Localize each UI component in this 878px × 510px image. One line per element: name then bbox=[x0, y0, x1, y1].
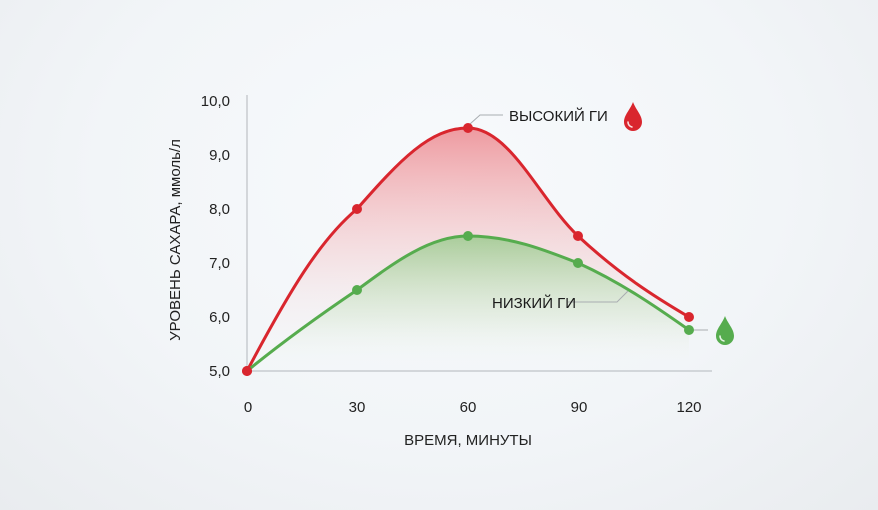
data-point bbox=[352, 204, 362, 214]
data-point bbox=[352, 285, 362, 295]
origin-point bbox=[242, 366, 252, 376]
red-blood-drop-icon bbox=[624, 102, 642, 131]
low-gi-label: НИЗКИЙ ГИ bbox=[492, 294, 576, 312]
x-tick: 30 bbox=[349, 399, 366, 416]
low-gi-points bbox=[352, 231, 694, 335]
x-tick-labels: 0 30 60 90 120 bbox=[244, 399, 702, 416]
y-tick: 8,0 bbox=[209, 201, 230, 218]
data-point bbox=[463, 123, 473, 133]
y-tick-labels: 5,0 6,0 7,0 8,0 9,0 10,0 bbox=[201, 93, 230, 380]
y-tick: 7,0 bbox=[209, 255, 230, 272]
data-point bbox=[463, 231, 473, 241]
data-point bbox=[573, 258, 583, 268]
y-tick: 10,0 bbox=[201, 93, 230, 110]
x-tick: 120 bbox=[676, 399, 701, 416]
data-point bbox=[573, 231, 583, 241]
low-gi-leader bbox=[568, 290, 629, 303]
y-tick: 6,0 bbox=[209, 309, 230, 326]
x-axis-title: ВРЕМЯ, МИНУТЫ bbox=[404, 432, 532, 449]
y-tick: 9,0 bbox=[209, 147, 230, 164]
data-point bbox=[684, 325, 694, 335]
high-gi-label: ВЫСОКИЙ ГИ bbox=[509, 107, 608, 125]
high-gi-leader bbox=[469, 114, 503, 125]
x-tick: 0 bbox=[244, 399, 252, 416]
low-gi-area bbox=[247, 236, 689, 371]
data-point bbox=[684, 312, 694, 322]
x-tick: 60 bbox=[460, 399, 477, 416]
x-tick: 90 bbox=[571, 399, 588, 416]
y-axis-title: УРОВЕНЬ САХАРА, ммоль/л bbox=[167, 139, 184, 341]
green-drop-icon bbox=[716, 316, 734, 345]
y-tick: 5,0 bbox=[209, 363, 230, 380]
